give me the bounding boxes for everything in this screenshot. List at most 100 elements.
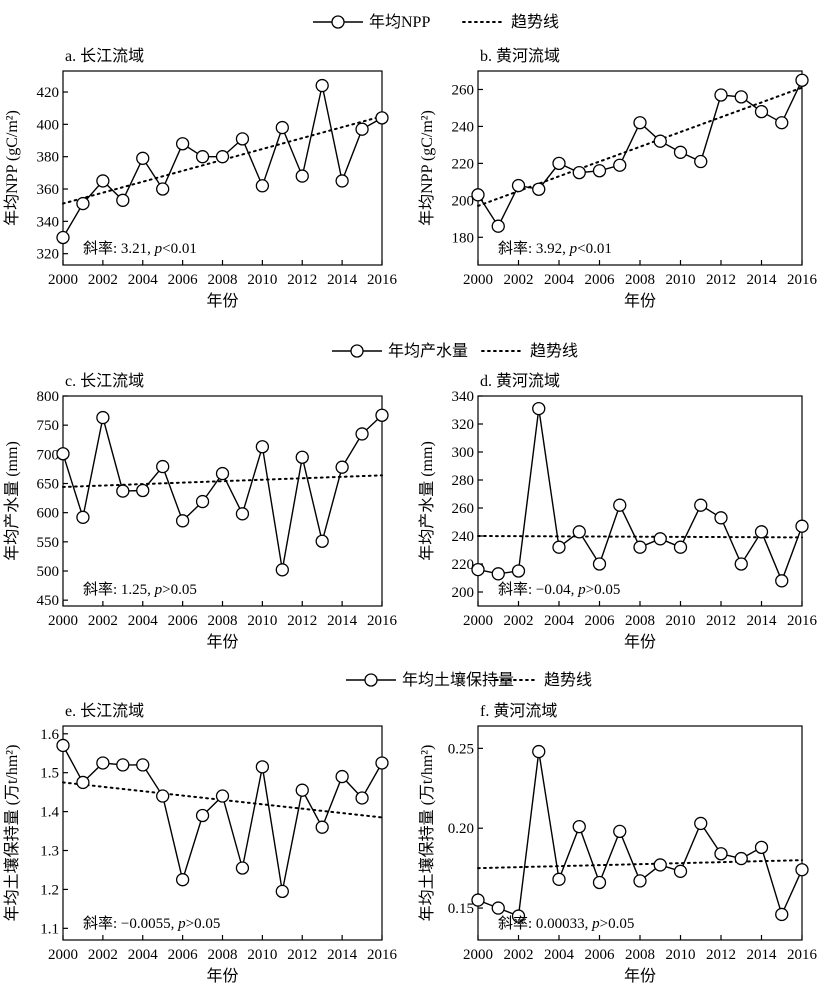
y-axis-label: 年均产水量 (mm) [418,441,436,561]
data-point [355,122,369,136]
x-tick-label: 2016 [787,613,818,629]
data-point [673,864,688,878]
data-point [56,738,70,753]
data-point [552,872,566,886]
plot-frame [477,70,803,266]
data-point [96,410,110,425]
panel-c: c. 长江流域 450 500 550 600 650 700 750 800 2000 2002 2… [3,372,398,651]
data-point [795,73,809,87]
x-axis-label: 年份 [206,967,238,985]
data-point [511,564,526,578]
y-tick-label: 180 [452,230,475,246]
data-point [633,874,647,888]
series-line [62,414,383,570]
data-point [315,78,329,93]
y-tick-label: 380 [37,150,60,166]
panel-a: a. 长江流域 320 340 360 380 400 420 2000 2002 2004 200… [3,47,398,310]
x-tick-label: 2000 [463,947,493,963]
x-tick-label: 2002 [88,613,118,629]
data-point [734,851,748,866]
x-tick-label: 2006 [585,947,616,963]
data-point [714,511,728,525]
x-tick-label: 2002 [504,613,534,629]
data-point [215,150,230,164]
panel-title: e. 长江流域 [65,702,144,720]
data-point [375,111,389,125]
y-tick-label: 1.5 [40,766,59,782]
legend-series-label: 年均土壤保持量 [402,670,514,689]
data-point [653,858,667,872]
trend-line [62,781,383,819]
x-tick-label: 2008 [625,947,655,963]
data-point [673,540,688,554]
legend-3: 年均土壤保持量 趋势线 [346,670,592,689]
x-tick-label: 2006 [585,613,616,629]
x-tick-label: 2010 [666,947,696,963]
trend-line [62,115,383,205]
data-point [714,88,728,102]
y-tick-label: 340 [37,214,60,230]
x-tick-label: 2016 [367,272,398,288]
data-point [375,408,389,422]
x-tick-label: 2006 [168,272,199,288]
data-point [775,116,789,130]
slope-annotation: 斜率: 0.00033, p>0.05 [498,915,634,932]
x-tick-label: 2004 [544,272,575,288]
legend-series-marker [350,344,364,358]
data-point [775,574,789,588]
data-point [375,756,389,770]
data-point [295,169,309,183]
data-point [532,401,546,416]
data-point [315,820,329,834]
x-tick-label: 2010 [666,272,696,288]
data-point [532,744,546,759]
data-point [572,165,586,180]
data-point [572,525,586,539]
x-tick-label: 2006 [168,613,199,629]
x-tick-label: 2012 [706,947,736,963]
data-point [295,450,309,464]
data-point [471,893,485,907]
panel-b: b. 黄河流域 180 200 220 240 260 2000 2002 2004 2006 20… [418,47,818,310]
data-point [175,514,190,528]
data-point [235,861,250,875]
slope-annotation: 斜率: −0.04, p>0.05 [498,581,620,598]
x-tick-label: 2012 [287,613,317,629]
x-tick-label: 2012 [706,613,736,629]
data-point [215,466,230,481]
y-tick-label: 450 [37,593,60,609]
data-point [255,760,270,774]
y-tick-label: 260 [452,82,475,98]
data-point [116,758,130,772]
data-point [491,219,505,233]
data-point [552,156,566,171]
data-point [694,154,708,169]
x-tick-label: 2000 [48,613,78,629]
trend-line [477,859,803,870]
data-point [96,174,110,188]
data-point [471,562,485,577]
plot-frame [477,725,803,941]
series-line [62,745,383,892]
trend-line [62,474,383,488]
data-point [295,783,309,797]
data-point [255,179,270,193]
x-tick-label: 2016 [787,272,818,288]
data-point [275,884,289,899]
data-point [56,230,70,245]
x-tick-label: 2000 [463,272,493,288]
x-tick-label: 2008 [625,613,655,629]
slope-annotation: 斜率: 3.21, p<0.01 [83,240,197,257]
data-point [116,484,130,498]
data-point [156,182,170,196]
legend-2: 年均产水量 趋势线 [332,342,578,360]
x-tick-label: 2008 [208,272,238,288]
y-tick-label: 1.2 [40,882,59,898]
data-point [235,507,250,521]
x-tick-label: 2010 [247,947,277,963]
data-point [195,808,210,823]
data-point [235,132,250,146]
data-point [195,150,210,164]
data-point [754,104,769,119]
